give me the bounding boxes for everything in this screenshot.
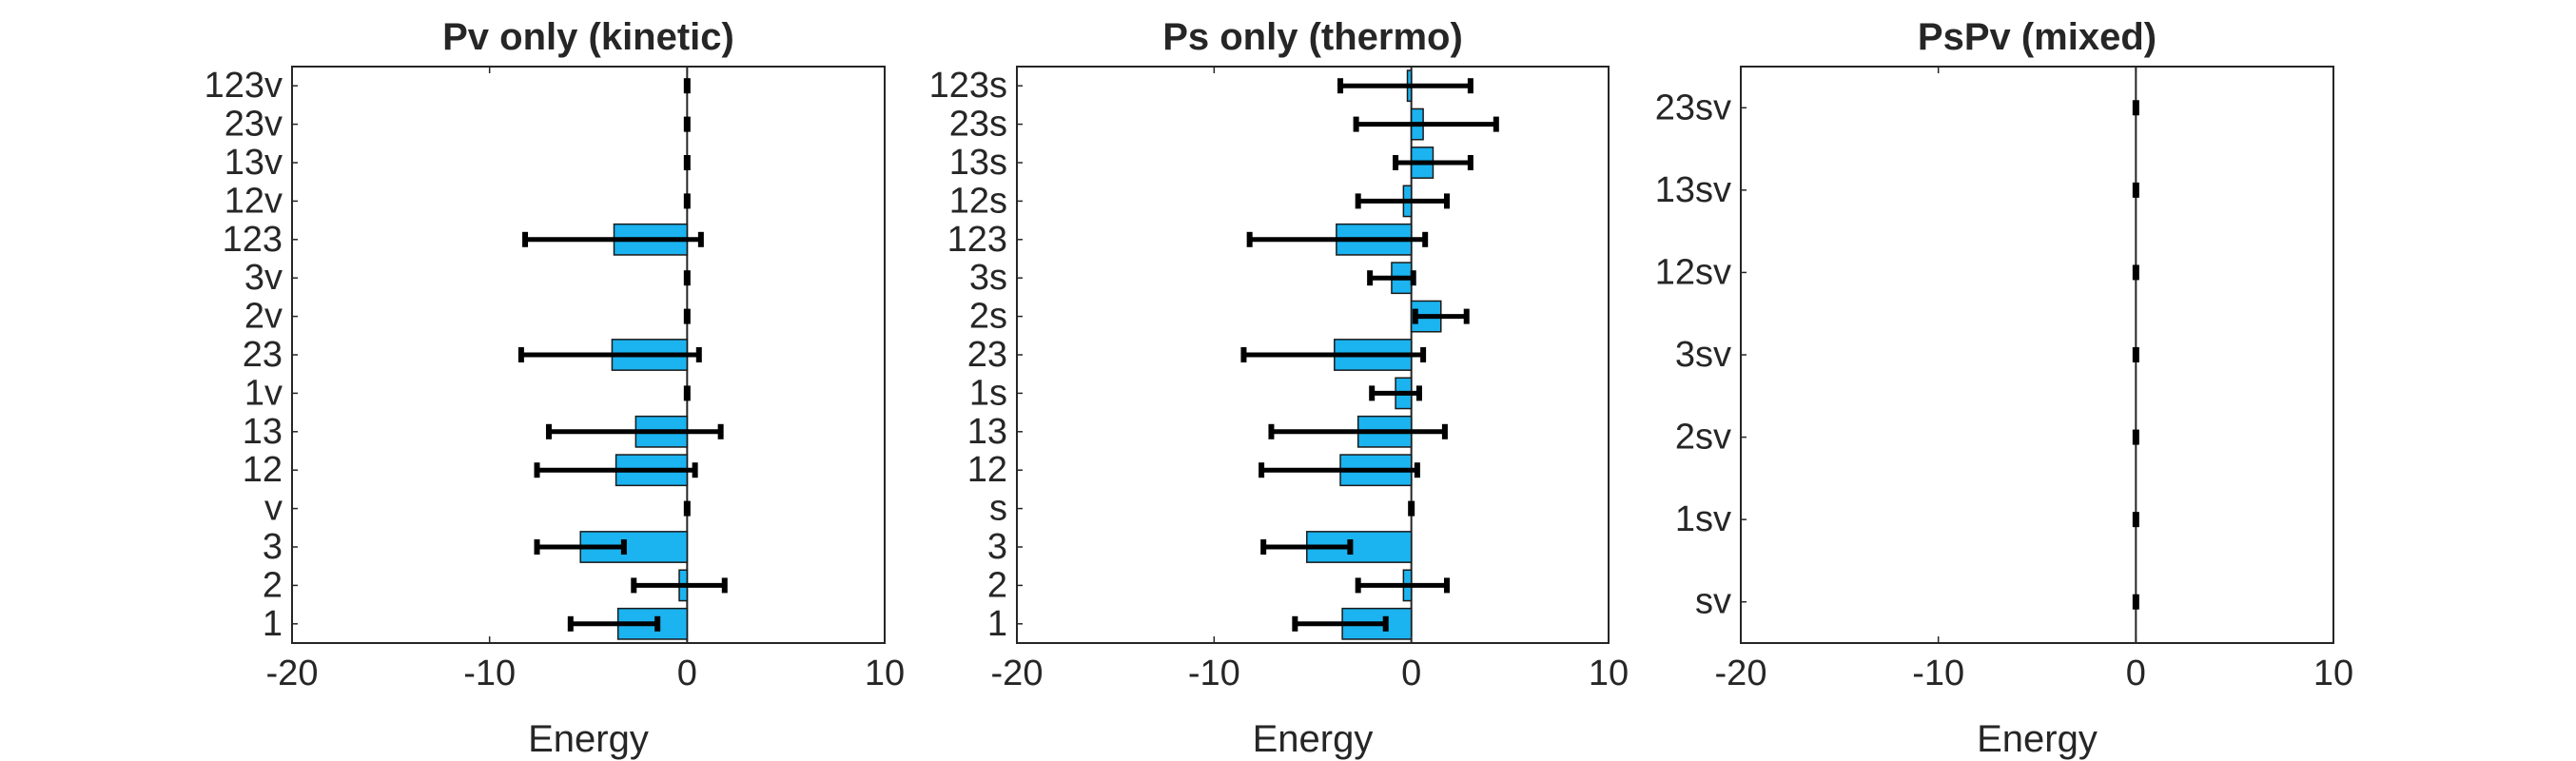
y-tick-label: 1 [263,604,283,644]
y-tick-label: s [989,489,1007,529]
y-tick-label: 13 [967,412,1007,452]
chart-panel-3: sv 1sv 2sv 3sv 12sv 13sv 23sv -20 -10 0 10 PsPv (mi… [1655,16,2353,760]
y-tick-label: v [264,489,283,529]
y-tick-label: 23s [949,105,1007,145]
error-bar-12v [683,193,691,209]
error-bar-1sv [2132,512,2139,528]
y-tick-label: 12v [224,181,283,221]
x-tick-label: 10 [2313,654,2353,693]
y-tick-label: 12 [967,450,1007,490]
y-tick-label: 1v [244,373,283,413]
error-bar-23sv [2132,100,2139,116]
y-tick-label: 2 [987,565,1007,605]
chart-title: PsPv (mixed) [1918,16,2156,58]
y-tick-label: 13v [224,143,283,183]
y-tick-label: 13s [949,143,1007,183]
error-bar-v [683,500,691,517]
y-tick-label: 3s [969,258,1007,298]
y-tick-label: 123 [223,220,283,260]
plot-area [1740,66,2334,644]
y-tick-label: sv [1695,582,1731,622]
y-tick-label: 1sv [1675,499,1731,539]
x-tick-label: -20 [991,654,1044,693]
x-axis-label: Energy [1977,718,2098,760]
error-bar-2sv [2132,429,2139,445]
y-tick-label: 2sv [1675,418,1731,458]
error-bar-3sv [2132,347,2139,362]
x-tick-label: 0 [2126,654,2146,693]
x-tick-label: -10 [1188,654,1240,693]
y-tick-label: 23 [243,335,283,375]
x-tick-label: 10 [1589,654,1629,693]
y-tick-label: 3v [244,258,283,298]
error-bar-1v [683,385,691,401]
y-tick-label: 2v [244,297,283,337]
error-bar-12sv [2132,264,2139,281]
y-tick-label: 23sv [1655,88,1731,127]
y-tick-label: 13sv [1655,170,1731,210]
y-tick-label: 1 [987,604,1007,644]
x-tick-label: -20 [1715,654,1767,693]
x-tick-label: 10 [865,654,905,693]
x-tick-label: -10 [1912,654,1964,693]
plot-area [1016,66,1610,644]
y-tick-label: 12sv [1655,252,1731,292]
y-tick-label: 23 [967,335,1007,375]
error-bar-2v [683,308,691,324]
error-bar-sv [2132,594,2139,610]
y-tick-label: 23v [224,105,283,145]
y-tick-label: 2 [263,565,283,605]
error-bar-23v [683,116,691,132]
y-tick-label: 123s [929,66,1007,106]
x-tick-label: -20 [266,654,319,693]
x-tick-label: 0 [1401,654,1421,693]
y-tick-label: 3sv [1675,335,1731,375]
error-bar-13v [683,155,691,170]
x-tick-label: 0 [677,654,697,693]
y-tick-label: 12s [949,181,1007,221]
plot-area [291,66,886,644]
error-bar-s [1408,500,1415,517]
chart-title: Ps only (thermo) [1162,16,1463,58]
y-tick-label: 3 [263,527,283,567]
x-axis-label: Energy [1253,718,1374,760]
y-tick-label: 13 [243,412,283,452]
chart-title: Pv only (kinetic) [442,16,734,58]
y-tick-label: 123v [205,66,283,106]
y-tick-label: 1s [969,373,1007,413]
error-bar-13sv [2132,182,2139,198]
y-tick-label: 123 [947,220,1007,260]
x-tick-label: -10 [463,654,516,693]
y-tick-label: 3 [987,527,1007,567]
x-axis-label: Energy [528,718,649,760]
y-tick-label: 2s [969,297,1007,337]
y-tick-label: 12 [243,450,283,490]
error-bar-3v [683,270,691,286]
error-bar-123v [683,78,691,94]
